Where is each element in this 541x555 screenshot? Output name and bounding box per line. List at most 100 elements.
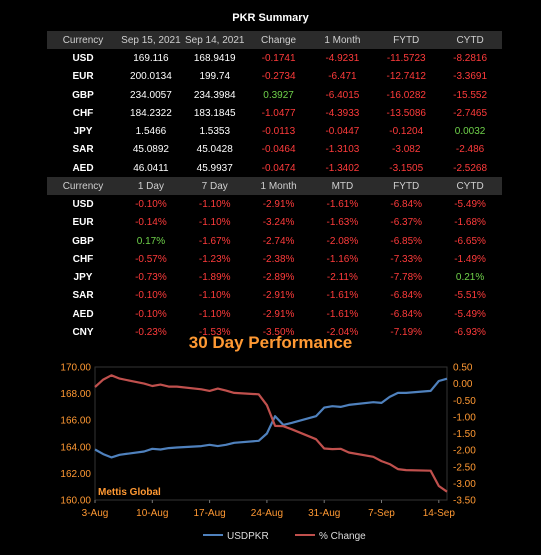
table-row: GBP 0.17% -1.67% -2.74% -2.08% -6.85% -6.65%	[47, 232, 502, 250]
table-cell: -6.65%	[454, 235, 486, 247]
table-row: CHF 184.2322 183.1845 -1.0477 -4.3933 -13.508…	[47, 104, 502, 122]
table-cell: -2.74%	[262, 235, 295, 247]
table-cell: -0.23%	[135, 327, 167, 339]
table-row: USD -0.10% -1.10% -2.91% -1.61% -6.84% -5.49%	[47, 195, 502, 213]
returns-table-header-cell: FYTD	[374, 177, 439, 196]
watermark: Mettis Global	[98, 487, 161, 498]
returns-table-header: Currency 1 Day 7 Day 1 Month MTD FYTD CYTD	[47, 177, 502, 196]
currency-code: USD	[72, 198, 94, 210]
table-cell: -1.10%	[198, 290, 231, 302]
table-cell: -6.84%	[390, 290, 423, 302]
table-cell: -1.10%	[198, 217, 231, 229]
currency-code: CNY	[72, 327, 94, 339]
table-cell: 45.0892	[132, 144, 169, 156]
table-cell: -1.67%	[198, 235, 231, 247]
currency-code: AED	[72, 308, 94, 320]
rates-table-header-cell: 1 Month	[310, 31, 375, 50]
y-right-tick-label: -1.00	[453, 412, 476, 423]
table-cell: 46.0411	[133, 162, 169, 174]
y-right-tick-label: -2.00	[453, 446, 476, 457]
table-cell: -12.7412	[386, 71, 426, 83]
table-cell: -1.89%	[198, 272, 231, 284]
table-cell: -1.10%	[198, 308, 231, 320]
y-right-tick-label: 0.00	[453, 379, 473, 390]
table-cell: -2.7465	[453, 107, 488, 119]
table-cell: -0.0113	[261, 126, 296, 138]
table-cell: 200.0134	[130, 71, 172, 83]
table-row: JPY -0.73% -1.89% -2.89% -2.11% -7.78% 0.21%	[47, 268, 502, 286]
table-cell: -7.78%	[390, 272, 423, 284]
table-cell: -2.08%	[326, 235, 359, 247]
x-tick-label: 3-Aug	[82, 508, 109, 519]
table-cell: 199.74	[199, 71, 231, 83]
table-cell: 1.5353	[199, 126, 231, 138]
x-tick-label: 10-Aug	[136, 508, 168, 519]
table-cell: -1.3103	[325, 144, 360, 156]
returns-table: Currency 1 Day 7 Day 1 Month MTD FYTD CYTD USD…	[47, 177, 502, 342]
table-cell: -2.5268	[453, 162, 488, 174]
table-cell: -2.91%	[262, 290, 295, 302]
currency-code: JPY	[73, 126, 93, 138]
table-cell: 168.9419	[193, 52, 236, 64]
table-row: USD 169.116 168.9419 -0.1741 -4.9231 -11.5723…	[47, 49, 502, 67]
table-cell: -1.61%	[326, 308, 359, 320]
table-cell: -0.0447	[325, 126, 360, 138]
table-cell: -7.33%	[390, 253, 423, 265]
table-row: EUR 200.0134 199.74 -0.2734 -6.471 -12.7412 -3…	[47, 68, 502, 86]
table-cell: -2.38%	[262, 253, 295, 265]
performance-chart: 160.00 162.00 164.00 166.00 168.00 170.00 -3.5…	[60, 363, 476, 543]
table-row: SAR 45.0892 45.0428 -0.0464 -1.3103 -3.082 -2.…	[47, 141, 502, 159]
rates-table-header-cell: Sep 14, 2021	[182, 31, 247, 50]
currency-code: USD	[72, 52, 94, 64]
table-cell: -1.16%	[326, 253, 359, 265]
table-cell: -0.14%	[135, 217, 167, 229]
x-tick-label: 7-Sep	[368, 508, 395, 519]
currency-code: JPY	[73, 272, 93, 284]
currency-code: CHF	[72, 107, 94, 119]
table-cell: 169.116	[133, 52, 169, 64]
currency-code: GBP	[72, 235, 94, 247]
currency-code: SAR	[72, 144, 94, 156]
table-cell: -0.2734	[261, 71, 296, 83]
usdpkr-series-line	[94, 377, 448, 459]
table-cell: -3.50%	[262, 327, 295, 339]
currency-code: GBP	[72, 89, 94, 101]
x-tick-label: 14-Sep	[423, 508, 456, 519]
table-cell: -1.53%	[198, 327, 231, 339]
table-cell: -3.3691	[453, 71, 488, 83]
table-cell: 1.5466	[135, 126, 167, 138]
table-cell: -2.91%	[262, 198, 295, 210]
table-row: AED -0.10% -1.10% -2.91% -1.61% -6.84% -5.49%	[47, 305, 502, 323]
y-left-tick-label: 164.00	[60, 442, 91, 453]
rates-table-header-cell: FYTD	[374, 31, 439, 50]
table-cell: -2.11%	[326, 272, 358, 284]
table-cell: -6.37%	[390, 217, 423, 229]
rates-table-header-cell: CYTD	[438, 31, 502, 50]
y-left-tick-label: 168.00	[60, 389, 91, 400]
table-cell: 0.0032	[454, 126, 486, 138]
table-cell: -0.1204	[389, 126, 424, 138]
returns-table-header-cell: 1 Month	[246, 177, 311, 196]
rates-table-header-cell: Sep 15, 2021	[119, 31, 183, 50]
rates-table-header-cell: Change	[246, 31, 311, 50]
returns-table-header-cell: CYTD	[438, 177, 502, 196]
table-cell: -16.0282	[386, 89, 426, 101]
table-cell: -0.1741	[261, 52, 296, 64]
table-cell: -1.61%	[326, 290, 359, 302]
table-cell: -2.486	[455, 144, 485, 156]
rates-table-header: Currency Sep 15, 2021 Sep 14, 2021 Change 1 …	[47, 31, 502, 50]
table-cell: -6.85%	[390, 235, 423, 247]
table-row: EUR -0.14% -1.10% -3.24% -1.63% -6.37% -1.68%	[47, 214, 502, 232]
table-cell: -2.91%	[262, 308, 295, 320]
table-cell: -6.84%	[390, 308, 423, 320]
table-cell: -2.04%	[326, 327, 359, 339]
table-cell: -11.5723	[386, 52, 426, 64]
legend-label: USDPKR	[227, 531, 269, 542]
table-row: JPY 1.5466 1.5353 -0.0113 -0.0447 -0.1204 0.00…	[47, 122, 502, 140]
table-row: CNY -0.23% -1.53% -3.50% -2.04% -7.19% -6.93%	[47, 323, 502, 341]
table-cell: -13.5086	[386, 107, 426, 119]
y-left-tick-label: 162.00	[60, 469, 91, 480]
table-cell: -6.471	[328, 71, 357, 83]
table-cell: -4.3933	[325, 107, 360, 119]
table-cell: -5.51%	[454, 290, 486, 302]
